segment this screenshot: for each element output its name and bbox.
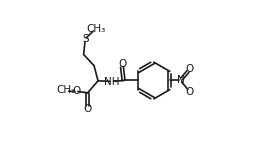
Text: O: O bbox=[118, 59, 126, 69]
Text: N: N bbox=[176, 75, 184, 85]
Text: O: O bbox=[84, 104, 92, 114]
Text: O: O bbox=[184, 65, 193, 75]
Text: CH₃: CH₃ bbox=[86, 24, 105, 34]
Text: O: O bbox=[72, 86, 80, 96]
Text: O: O bbox=[184, 86, 193, 96]
Text: S: S bbox=[82, 34, 89, 44]
Text: CH₃: CH₃ bbox=[56, 85, 75, 95]
Text: NH: NH bbox=[103, 77, 119, 87]
